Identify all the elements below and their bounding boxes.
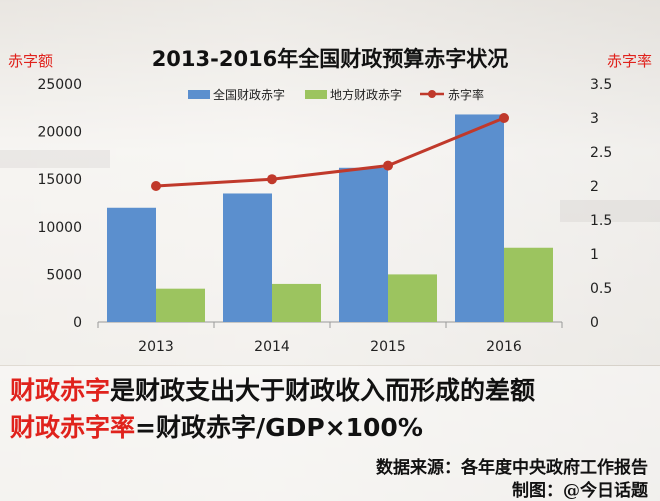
bar-local-deficit — [272, 283, 321, 322]
y-left-tick-label: 25000 — [37, 77, 82, 93]
deficit-rate-formula: =财政赤字/GDP×100% — [135, 413, 423, 442]
x-tick-label: 2016 — [486, 339, 522, 355]
rate-line-group — [151, 113, 509, 191]
bar-local-deficit — [388, 274, 437, 322]
y-right-tick-label: 3.5 — [590, 77, 612, 93]
bar-local-deficit — [156, 288, 205, 322]
definitions-panel — [0, 366, 660, 501]
bar-national-deficit — [339, 167, 388, 322]
deficit-rate-definition: 财政赤字率=财政赤字/GDP×100% — [10, 408, 423, 444]
bar-local-deficit — [504, 247, 553, 322]
x-tick-label: 2015 — [370, 339, 406, 355]
deficit-rate-point — [267, 174, 277, 185]
legend: 全国财政赤字 地方财政赤字 赤字率 — [188, 87, 484, 102]
deficit-rate-term: 财政赤字率 — [10, 413, 136, 442]
x-tick-label: 2013 — [138, 339, 174, 355]
y-right-tick-label: 2.5 — [590, 145, 612, 161]
deficit-rate-line — [155, 116, 505, 188]
legend-label-national: 全国财政赤字 — [213, 87, 285, 102]
bar-national-deficit — [223, 193, 272, 322]
y-left-tick-label: 20000 — [37, 125, 82, 141]
deficit-rate-point — [383, 160, 393, 171]
y-right-tick-label: 1 — [590, 247, 599, 263]
legend-label-local: 地方财政赤字 — [330, 87, 402, 102]
bar-national-deficit — [107, 207, 156, 322]
legend-label-rate: 赤字率 — [448, 87, 484, 102]
deficit-rate-point — [151, 181, 161, 191]
chart-credit: 制图：@今日话题 — [512, 481, 648, 501]
chart: 2013-2016年全国财政预算赤字状况 赤字额 赤字率 全国财政赤字 地方财政赤… — [8, 47, 652, 355]
bars — [107, 114, 553, 323]
deficit-definition: 财政赤字是财政支出大于财政收入而形成的差额 — [10, 371, 535, 407]
data-source: 数据来源：各年度中央政府工作报告 — [376, 458, 648, 478]
deficit-rate-point — [499, 113, 509, 123]
bar-national-deficit — [455, 114, 504, 323]
y-left-axis-title: 赤字额 — [8, 52, 53, 70]
x-tick-label: 2014 — [254, 339, 290, 355]
legend-swatch-national — [188, 90, 210, 99]
y-right-axis-title: 赤字率 — [607, 52, 652, 70]
chart-title: 2013-2016年全国财政预算赤字状况 — [152, 47, 509, 71]
y-left-tick-label: 0 — [73, 315, 82, 331]
y-right-tick-label: 0 — [590, 315, 599, 331]
y-left-tick-label: 5000 — [46, 267, 82, 283]
y-right-tick-label: 0.5 — [590, 281, 612, 297]
y-right-tick-label: 3 — [590, 111, 599, 127]
y-left-tick-label: 15000 — [37, 172, 82, 188]
deficit-term: 财政赤字 — [10, 376, 111, 405]
y-right-tick-label: 2 — [590, 179, 599, 195]
deficit-explanation: 是财政支出大于财政收入而形成的差额 — [110, 376, 536, 405]
legend-marker-rate — [428, 90, 436, 98]
y-right-tick-label: 1.5 — [590, 213, 612, 229]
legend-swatch-local — [305, 90, 327, 99]
axes: 0 5000 10000 15000 20000 25000 0 0.5 1 1.5 2 2.5 3 3.… — [37, 77, 612, 355]
y-left-tick-label: 10000 — [37, 220, 82, 236]
